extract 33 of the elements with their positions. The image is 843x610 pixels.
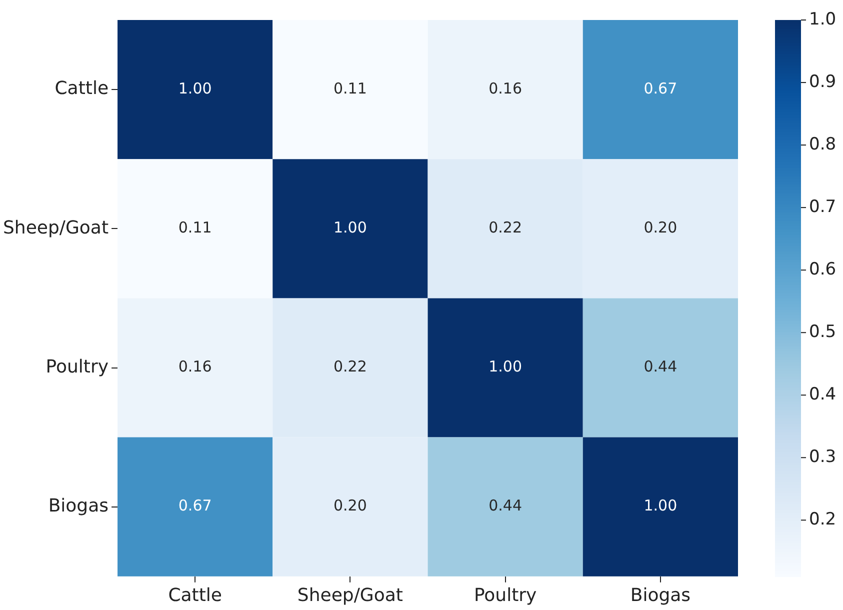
color-bar-label: 0.7 [809,196,836,217]
color-bar-label: 0.6 [809,259,836,280]
x-tick-label: Sheep/Goat [297,584,403,606]
color-bar-label: 0.4 [809,384,836,405]
x-tick-label: Poultry [474,584,538,606]
y-tick-label: Biogas [48,496,109,517]
data-label: 0.44 [488,496,522,515]
y-tick-label: Cattle [54,78,109,100]
color-bar-label: 0.2 [809,510,836,530]
x-tick-label: Biogas [630,584,691,606]
data-label: 0.67 [644,79,678,98]
color-bar-label: 0.8 [809,134,836,154]
x-tick-label: Cattle [168,584,222,606]
y-tick-label: Poultry [46,356,109,378]
y-tick-label: Sheep/Goat [2,217,109,238]
data-label: 1.00 [488,358,522,376]
data-label: 1.00 [334,218,367,237]
data-label: 0.22 [334,358,367,376]
color-bar-label: 0.5 [809,322,836,342]
color-bar-label: 0.3 [809,447,836,468]
color-bar-label: 0.9 [809,72,836,92]
data-label: 1.00 [644,496,678,515]
data-label: 0.67 [178,496,212,515]
data-label: 0.20 [334,496,367,515]
data-label: 0.11 [334,79,367,98]
data-label: 0.20 [644,218,678,237]
data-label: 0.16 [488,79,522,98]
data-label: 1.00 [178,79,212,98]
data-label: 0.44 [644,358,678,376]
data-label: 0.16 [178,358,212,376]
data-label: 0.11 [178,218,212,237]
color-bar-label: 1.0 [809,9,836,30]
data-label: 0.22 [488,218,522,237]
